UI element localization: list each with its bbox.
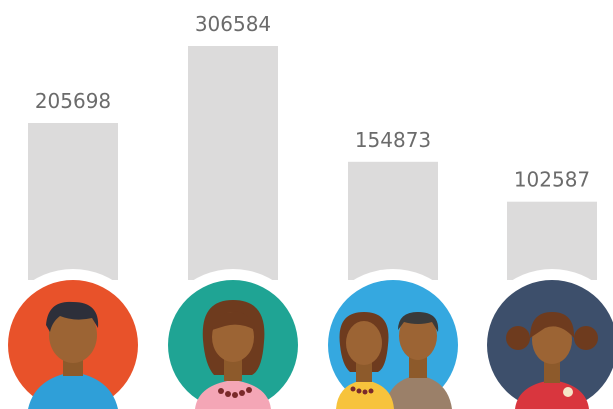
value-label: 154873	[355, 128, 431, 152]
bars: 205698 306584 154873 102587	[28, 12, 597, 280]
value-label: 102587	[514, 168, 590, 192]
avatar-boy	[8, 280, 138, 409]
avatar-girl	[487, 280, 613, 409]
value-label: 205698	[35, 89, 111, 113]
bar	[28, 123, 118, 280]
bar	[188, 46, 278, 280]
bar	[348, 162, 438, 280]
bar	[507, 202, 597, 280]
avatar-couple	[328, 280, 458, 409]
value-label: 306584	[195, 12, 271, 36]
avatars	[0, 269, 613, 409]
avatar-woman	[168, 280, 298, 409]
chart: 205698 306584 154873 102587	[0, 0, 613, 409]
